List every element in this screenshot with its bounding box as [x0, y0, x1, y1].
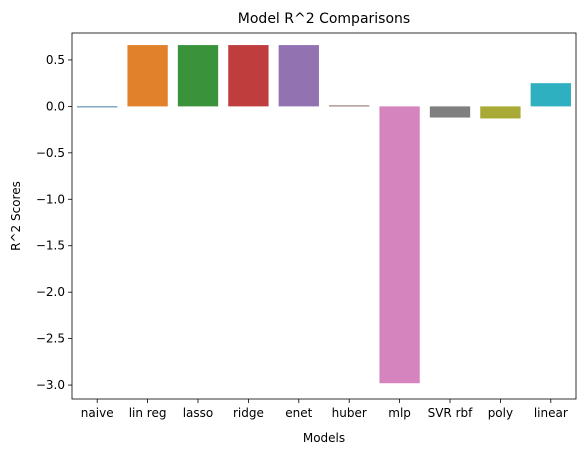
y-tick-label: 0.5 [46, 53, 65, 67]
bar [127, 45, 168, 107]
chart-title: Model R^2 Comparisons [238, 11, 410, 27]
bar [177, 45, 219, 107]
bar [379, 106, 420, 384]
x-axis-label: Models [303, 431, 345, 445]
bar [228, 45, 269, 107]
x-tick-label: mlp [388, 406, 411, 420]
y-tick-label: −2.5 [36, 332, 65, 346]
x-tick-label: SVR rbf [428, 406, 474, 420]
y-axis: 0.5 0.0 −0.5 −1.0 −1.5 −2.0 −2.5 −3.0 [36, 53, 72, 392]
x-tick-label: naive [81, 406, 114, 420]
bar [278, 45, 319, 107]
x-tick-label: ridge [233, 406, 264, 420]
plot-frame [71, 32, 577, 400]
bars-group [77, 45, 571, 384]
bar [480, 106, 521, 119]
x-tick-label: linear [534, 406, 568, 420]
y-tick-label: −3.0 [36, 378, 65, 392]
y-axis-label: R^2 Scores [9, 181, 23, 251]
y-tick-label: 0.0 [46, 99, 65, 113]
x-tick-label: huber [332, 406, 367, 420]
x-tick-label: lin reg [129, 406, 167, 420]
x-tick-label: enet [285, 406, 312, 420]
x-tick-label: poly [488, 406, 513, 420]
y-tick-label: −1.5 [36, 239, 65, 253]
x-tick-label: lasso [183, 406, 214, 420]
x-axis: naive lin reg lasso ridge enet huber mlp SVR rb… [81, 399, 568, 420]
bar [530, 83, 571, 107]
y-tick-label: −1.0 [36, 192, 65, 206]
bar [329, 105, 370, 107]
bar [77, 106, 118, 108]
y-tick-label: −0.5 [36, 146, 65, 160]
y-tick-label: −2.0 [36, 285, 65, 299]
bar [429, 106, 471, 118]
